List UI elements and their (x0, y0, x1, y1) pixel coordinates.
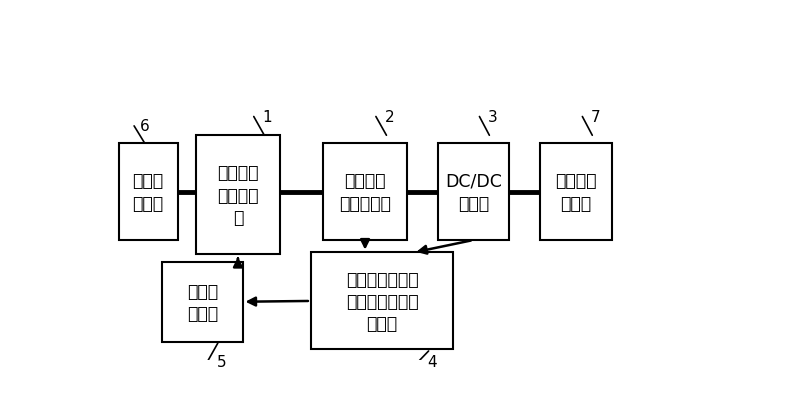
Text: 2: 2 (386, 110, 395, 125)
Text: 零线、过压和电
磁干扰监测及保
护装置: 零线、过压和电 磁干扰监测及保 护装置 (346, 270, 418, 333)
Text: DC/DC
变换器: DC/DC 变换器 (445, 172, 502, 212)
Bar (323, 144, 407, 241)
Text: 1: 1 (262, 110, 272, 125)
Bar (540, 144, 611, 241)
Bar (310, 253, 454, 350)
Text: 半波整流
兼滤波装置: 半波整流 兼滤波装置 (339, 172, 391, 212)
Bar (118, 144, 178, 241)
Text: 分布式负
荷调节装
置: 分布式负 荷调节装 置 (218, 164, 258, 226)
Bar (196, 136, 280, 254)
Text: 电能表功
能电路: 电能表功 能电路 (555, 172, 597, 212)
Text: 3: 3 (488, 110, 498, 125)
Bar (162, 262, 242, 342)
Text: 负荷控
制装置: 负荷控 制装置 (186, 282, 218, 322)
Bar (438, 144, 510, 241)
Text: 6: 6 (140, 119, 150, 134)
Text: 5: 5 (217, 354, 226, 369)
Text: 4: 4 (427, 354, 437, 369)
Text: 7: 7 (591, 110, 601, 125)
Text: 三相四
线电源: 三相四 线电源 (133, 172, 164, 212)
